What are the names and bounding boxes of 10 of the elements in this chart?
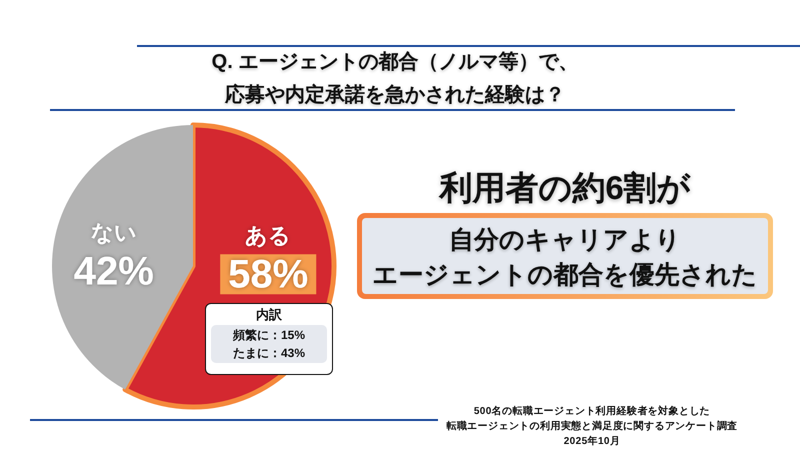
data-label: 42% <box>74 250 154 294</box>
message-box: 自分のキャリアよりエージェントの都合を優先された <box>357 213 773 299</box>
slice-label: ない <box>90 220 137 246</box>
callout-box: 内訳 頻繁に：15% たまに：43% <box>205 303 333 375</box>
data-label: 58% <box>228 252 308 296</box>
text: Q. エージェントの都合（ノルマ等）で、応募や内定承諾を急かされた経験は？ <box>210 50 580 108</box>
text: 利用者の約6割が <box>438 168 692 208</box>
text: 500名の転職エージェント利用経験者を対象とした転職エージェントの利用実態と満足度に関するアンケート調査 <box>445 404 739 434</box>
slice-label: ある <box>245 222 292 248</box>
text: 2025年10月 <box>562 434 622 449</box>
